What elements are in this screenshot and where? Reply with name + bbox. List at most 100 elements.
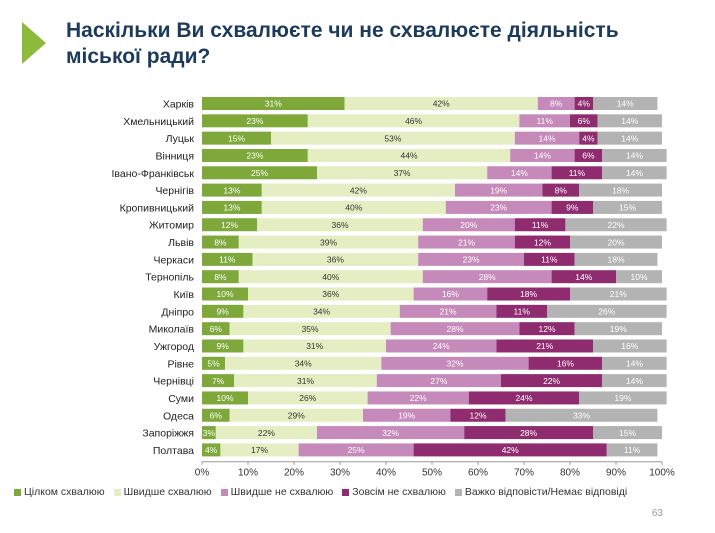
bar-segment [202, 443, 221, 457]
data-label: 10% [216, 393, 233, 403]
data-label: 14% [626, 359, 643, 369]
data-label: 9% [217, 307, 230, 317]
data-label: 18% [520, 289, 537, 299]
bar-segment [202, 183, 262, 197]
data-label: 11% [219, 255, 236, 265]
bar-segment [215, 426, 317, 440]
data-label: 28% [520, 428, 537, 438]
data-label: 26% [299, 393, 316, 403]
data-label: 11% [514, 307, 531, 317]
data-label: 16% [557, 359, 574, 369]
data-label: 18% [612, 185, 629, 195]
x-tick-label: 90% [606, 468, 626, 479]
bar-segment [202, 200, 262, 214]
data-label: 14% [511, 168, 528, 178]
bar-segment [202, 166, 317, 180]
bar-segment [418, 235, 515, 249]
data-label: 15% [228, 133, 245, 143]
data-label: 36% [322, 289, 339, 299]
data-label: 21% [458, 237, 475, 247]
bar-segment [468, 391, 580, 405]
data-label: 19% [490, 185, 507, 195]
data-label: 14% [626, 376, 643, 386]
legend-label: Зовсім не схвалюю [352, 486, 446, 498]
title-arrow-icon [22, 22, 46, 64]
bar-segment [551, 270, 616, 284]
bar-segment [496, 339, 593, 353]
data-label: 36% [331, 220, 348, 230]
legend-item: Швидше не схвалюю [220, 486, 333, 498]
bar-segment [399, 304, 497, 318]
data-label: 14% [626, 151, 643, 161]
data-label: 42% [350, 185, 367, 195]
bar-segment [565, 218, 667, 232]
bar-segment [450, 408, 506, 422]
data-label: 16% [621, 341, 638, 351]
data-label: 12% [221, 220, 238, 230]
bar-segment [514, 218, 566, 232]
legend-item: Швидше схвалюю [113, 486, 212, 498]
bar-segment [593, 97, 658, 110]
data-label: 12% [538, 324, 555, 334]
bar-segment [202, 374, 235, 388]
data-label: 26% [598, 307, 615, 317]
data-label: 29% [288, 410, 305, 420]
data-label: 21% [610, 289, 627, 299]
category-label: Дніпро [161, 306, 194, 318]
bar-segment [202, 339, 244, 353]
bar-segment [413, 287, 488, 301]
data-label: 22% [258, 428, 275, 438]
x-tick-label: 80% [560, 468, 580, 479]
data-label: 20% [460, 220, 477, 230]
bar-segment [551, 166, 603, 180]
legend-label: Цілком схвалюю [24, 486, 105, 498]
x-tick-label: 50% [422, 468, 442, 479]
category-label: Запоріжжя [142, 428, 194, 440]
category-label: Ужгород [154, 341, 194, 353]
data-label: 42% [433, 99, 450, 109]
category-label: Рівне [167, 358, 194, 370]
bar-segment [579, 183, 662, 197]
bar-segment [367, 391, 469, 405]
bar-segment [593, 200, 662, 214]
bar-segment [606, 443, 658, 457]
x-tick-label: 60% [468, 468, 488, 479]
category-label: Черкаси [154, 254, 195, 266]
bar-segment [243, 339, 386, 353]
data-label: 31% [265, 99, 282, 109]
data-label: 10% [630, 272, 647, 282]
bar-segment [202, 426, 216, 440]
x-tick-label: 70% [514, 468, 534, 479]
bar-segment [225, 356, 382, 370]
data-label: 4% [578, 99, 591, 109]
data-label: 18% [607, 255, 624, 265]
data-label: 14% [534, 151, 551, 161]
data-label: 14% [621, 133, 638, 143]
data-label: 37% [394, 168, 411, 178]
bar-segment [422, 218, 515, 232]
data-label: 21% [536, 341, 553, 351]
data-label: 14% [626, 168, 643, 178]
category-label: Київ [174, 289, 195, 301]
bar-segment [202, 391, 248, 405]
bar-segment [602, 374, 667, 388]
bar-segment [271, 131, 515, 145]
bar-segment [514, 235, 570, 249]
category-label: Одеса [163, 410, 194, 422]
page-number: 63 [651, 508, 663, 519]
category-label: Житомир [149, 220, 194, 232]
bar-segment [238, 235, 419, 249]
category-label: Полтава [153, 445, 194, 457]
legend-item: Зовсім не схвалюю [342, 486, 446, 498]
data-label: 14% [617, 99, 634, 109]
bar-segment [579, 131, 598, 145]
legend-label: Швидше схвалюю [123, 486, 212, 498]
bar-segment [390, 322, 520, 336]
bar-segment [202, 356, 225, 370]
category-label: Суми [168, 393, 194, 405]
data-label: 40% [322, 272, 339, 282]
data-label: 7% [212, 376, 225, 386]
data-label: 11% [532, 220, 549, 230]
data-label: 5% [207, 359, 220, 369]
bar-segment [593, 339, 667, 353]
